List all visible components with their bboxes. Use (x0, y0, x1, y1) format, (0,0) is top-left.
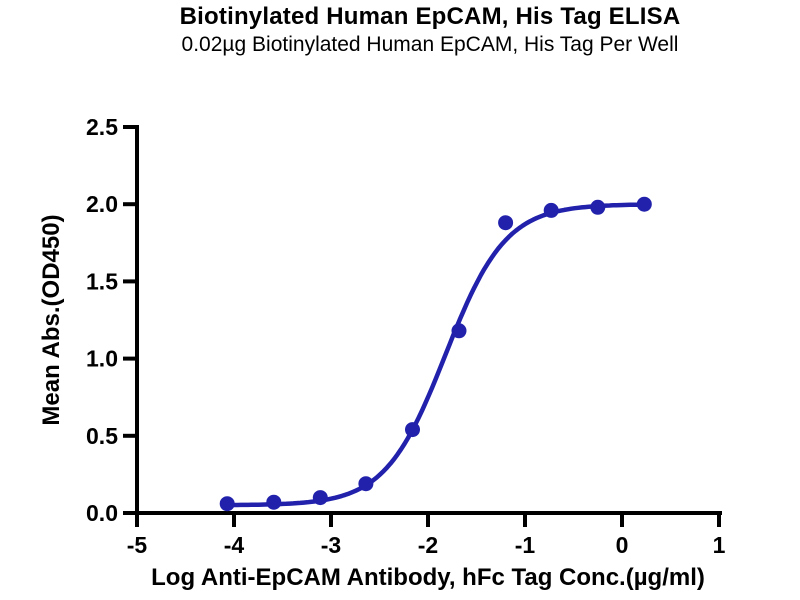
data-point (590, 199, 606, 215)
data-point (405, 422, 420, 438)
x-axis-title: Log Anti-EpCAM Antibody, hFc Tag Conc.(µ… (151, 564, 705, 591)
y-tick-label: 1.5 (86, 268, 118, 294)
x-tick-label: -1 (515, 532, 536, 558)
y-tick-label: 0.0 (86, 500, 118, 526)
data-point (451, 323, 467, 339)
data-point (636, 196, 652, 212)
y-tick-label: 0.5 (86, 423, 118, 449)
fit-curve (224, 202, 647, 508)
chart-subtitle: 0.02µg Biotinylated Human EpCAM, His Tag… (181, 33, 679, 56)
x-tick-label: -2 (418, 532, 438, 558)
fit-curve-layer (224, 202, 647, 508)
data-point (266, 494, 282, 510)
data-point (498, 215, 514, 231)
data-point (358, 476, 374, 492)
data-point (219, 496, 235, 512)
data-points-layer (219, 196, 652, 512)
x-tick-label: -3 (321, 532, 341, 558)
data-point (312, 490, 328, 506)
y-tick-label: 1.0 (86, 346, 118, 372)
x-tick-label: -5 (127, 532, 148, 558)
y-tick-label: 2.0 (86, 191, 118, 217)
y-axis-title: Mean Abs.(OD450) (38, 214, 65, 425)
x-tick-label: 0 (616, 532, 629, 558)
y-tick-label: 2.5 (86, 114, 118, 140)
chart-title: Biotinylated Human EpCAM, His Tag ELISA (179, 3, 681, 30)
axes: -5 -4 -3 -2 -1 0 1 0.0 0.5 1.0 1.5 2.0 2.5 (86, 114, 726, 558)
x-tick-label: -4 (224, 532, 245, 558)
x-tick-label: 1 (713, 532, 726, 558)
data-point (543, 202, 559, 218)
